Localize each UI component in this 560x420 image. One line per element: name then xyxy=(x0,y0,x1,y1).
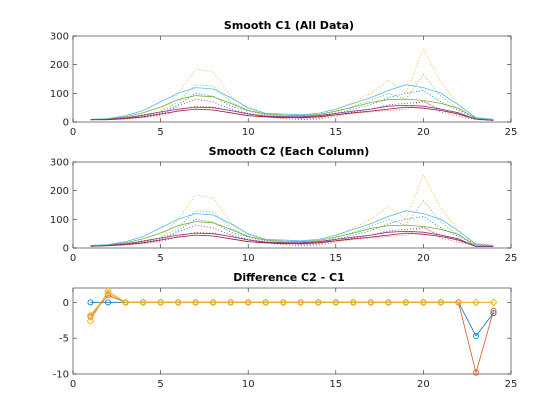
x-tick-label: 15 xyxy=(329,127,342,138)
data-point xyxy=(490,310,497,317)
x-tick-label: 25 xyxy=(505,253,518,264)
panel-smooth-c1: Smooth C1 (All Data) 0 5 10 15 20 25 0 100 200 30… xyxy=(50,19,517,138)
series-line xyxy=(90,95,494,121)
data-point xyxy=(296,298,305,307)
data-point xyxy=(472,333,479,340)
data-point xyxy=(402,298,410,307)
data-point xyxy=(104,289,112,297)
data-point xyxy=(174,298,182,307)
x-tick-label: 20 xyxy=(417,127,430,138)
data-point xyxy=(437,298,445,307)
x-tick-label: 25 xyxy=(505,127,518,138)
data-point xyxy=(384,298,393,307)
x-tick-label: 0 xyxy=(70,127,76,138)
y-tick-label: 100 xyxy=(50,215,69,226)
chart-title: Smooth C2 (Each Column) xyxy=(209,145,370,158)
data-point xyxy=(454,298,463,307)
axes-box xyxy=(72,35,512,123)
series-line xyxy=(90,84,494,121)
x-tick-label: 10 xyxy=(242,379,255,390)
y-tick-label: 0 xyxy=(63,118,69,129)
data-point xyxy=(139,298,147,307)
data-point xyxy=(209,298,217,307)
data-point xyxy=(86,317,95,325)
x-tick-label: 10 xyxy=(242,253,255,264)
series-line xyxy=(90,106,494,121)
data-point xyxy=(472,369,479,376)
x-tick-label: 10 xyxy=(242,127,255,138)
panel-smooth-c2: Smooth C2 (Each Column) 0 5 10 15 20 25 0 100 20… xyxy=(50,145,517,264)
plot-area: 0 5 10 15 20 25 -10 -5 0 xyxy=(53,287,518,390)
y-tick-label: 300 xyxy=(50,158,69,169)
data-point xyxy=(226,298,235,307)
chart-title: Smooth C1 (All Data) xyxy=(224,19,354,32)
y-tick-label: 0 xyxy=(63,298,69,309)
axes-box xyxy=(72,161,512,249)
data-point xyxy=(86,311,95,319)
x-tick-label: 25 xyxy=(505,379,518,390)
data-point xyxy=(279,298,288,307)
y-tick-label: 0 xyxy=(63,244,69,255)
data-point xyxy=(191,298,200,307)
panel-difference: Difference C2 - C1 0 5 10 15 20 25 -10 -5 0 xyxy=(53,271,518,390)
y-tick-label: 200 xyxy=(50,186,69,197)
x-tick-label: 0 xyxy=(70,253,76,264)
y-tick-label: 100 xyxy=(50,89,69,100)
x-tick-label: 5 xyxy=(157,127,163,138)
data-point xyxy=(367,298,375,307)
data-point xyxy=(332,298,340,307)
data-point xyxy=(156,298,165,307)
data-point xyxy=(489,298,498,307)
y-tick-label: 300 xyxy=(50,32,69,43)
data-point xyxy=(121,298,130,307)
data-point xyxy=(261,298,270,307)
data-point xyxy=(104,287,112,295)
series-line xyxy=(90,104,494,121)
x-tick-label: 20 xyxy=(417,379,430,390)
y-tick-label: -10 xyxy=(53,370,69,381)
x-tick-label: 5 xyxy=(157,253,163,264)
y-tick-label: 200 xyxy=(50,60,69,71)
data-point xyxy=(314,298,323,307)
data-point xyxy=(87,299,94,306)
plot-area: 0 5 10 15 20 25 0 100 200 300 xyxy=(50,32,517,139)
data-point xyxy=(472,298,480,307)
series-line xyxy=(90,210,494,247)
data-point xyxy=(490,307,497,314)
axes-box xyxy=(72,287,512,375)
plot-area: 0 5 10 15 20 25 0 100 200 300 xyxy=(50,158,517,265)
series-line xyxy=(90,221,494,248)
x-tick-label: 0 xyxy=(70,379,76,390)
data-point xyxy=(105,299,112,306)
series-line xyxy=(90,230,494,248)
data-point xyxy=(349,298,358,307)
x-tick-label: 5 xyxy=(157,379,163,390)
chart-title: Difference C2 - C1 xyxy=(233,271,344,284)
x-tick-label: 15 xyxy=(329,379,342,390)
y-tick-label: -5 xyxy=(59,334,69,345)
data-point xyxy=(244,298,252,307)
x-tick-label: 15 xyxy=(329,253,342,264)
data-point xyxy=(419,298,428,307)
series-line xyxy=(90,232,494,247)
x-tick-label: 20 xyxy=(417,253,430,264)
